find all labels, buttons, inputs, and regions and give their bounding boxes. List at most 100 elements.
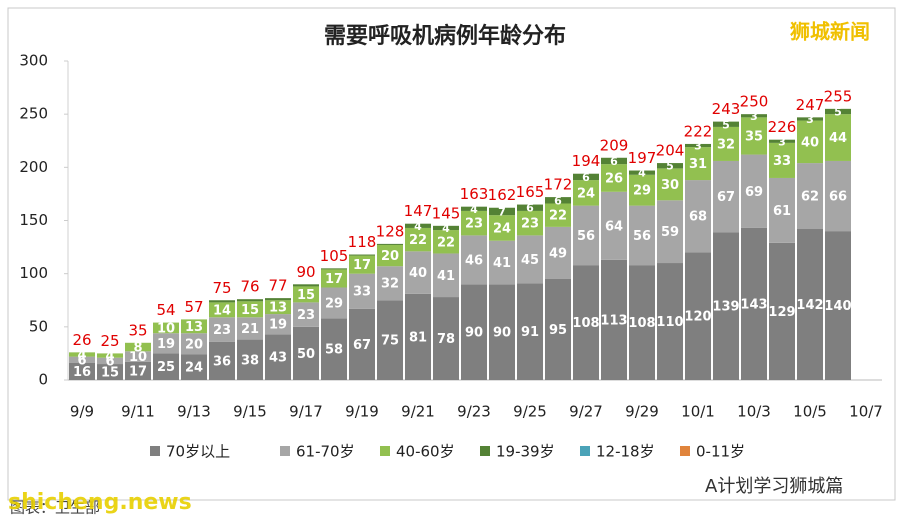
segment-label: 4 <box>105 349 114 364</box>
segment-label: 33 <box>773 154 791 169</box>
segment-label: 129 <box>768 305 795 320</box>
legend-label: 19-39岁 <box>496 443 555 461</box>
total-label: 26 <box>72 331 91 349</box>
segment-label: 46 <box>465 253 483 268</box>
segment-label: 113 <box>600 313 627 328</box>
total-label: 75 <box>212 279 231 297</box>
bar-segment <box>601 259 627 380</box>
bar-segment <box>349 273 375 309</box>
total-label: 147 <box>404 202 433 220</box>
segment-label: 32 <box>381 277 399 292</box>
segment-label: 23 <box>297 308 315 323</box>
segment-label: 108 <box>628 316 655 331</box>
total-label: 118 <box>348 233 377 251</box>
segment-label: 29 <box>325 296 343 311</box>
bar-segment <box>825 231 851 380</box>
bar-segment <box>321 269 347 288</box>
segment-label: 15 <box>297 288 315 303</box>
segment-label: 81 <box>409 330 427 345</box>
y-tick-label: 250 <box>19 105 48 123</box>
bar-segment <box>153 353 179 380</box>
segment-label: 22 <box>549 209 567 224</box>
segment-label: 17 <box>129 364 147 379</box>
segment-label: 59 <box>661 225 679 240</box>
segment-label: 75 <box>381 334 399 349</box>
x-tick-label: 10/3 <box>737 403 771 421</box>
x-tick-label: 9/11 <box>121 403 155 421</box>
segment-label: 24 <box>577 186 595 201</box>
bar-segment <box>545 278 571 380</box>
bar-segment <box>377 244 403 267</box>
segment-label: 17 <box>353 258 371 273</box>
segment-label: 78 <box>437 332 455 347</box>
segment-label: 5 <box>666 160 674 173</box>
segment-label: 50 <box>297 347 315 362</box>
total-label: 209 <box>600 136 629 154</box>
segment-label: 33 <box>353 285 371 300</box>
bar-segment <box>433 297 459 380</box>
segment-label: 4 <box>414 220 422 233</box>
segment-label: 24 <box>493 221 511 236</box>
segment-label: 6 <box>77 353 86 368</box>
x-tick-label: 10/5 <box>793 403 827 421</box>
total-label: 204 <box>656 142 685 160</box>
segment-label: 17 <box>325 272 343 287</box>
bar-segment <box>377 266 403 301</box>
bar-segment <box>769 177 795 243</box>
total-label: 163 <box>460 185 489 203</box>
bar-segment <box>433 230 459 254</box>
x-tick-label: 9/23 <box>457 403 491 421</box>
bar-segment <box>797 163 823 230</box>
bar-segment <box>825 108 851 115</box>
bar-segment <box>545 203 571 227</box>
y-tick-label: 50 <box>29 317 48 335</box>
bar-segment <box>825 114 851 161</box>
segment-label: 19 <box>157 337 175 352</box>
bar-segment <box>769 142 795 178</box>
total-label: 76 <box>240 278 259 296</box>
bar-segment <box>181 333 207 355</box>
segment-label: 40 <box>409 266 427 281</box>
segment-label: 6 <box>582 171 590 184</box>
bar-segment <box>461 210 487 236</box>
segment-label: 61 <box>773 204 791 219</box>
chart-title: 需要呼吸机病例年龄分布 <box>324 23 566 49</box>
segment-label: 30 <box>661 178 679 193</box>
bar-segment <box>69 356 95 363</box>
segment-label: 4 <box>638 167 646 180</box>
legend-swatch <box>680 446 690 456</box>
watermark-account: A计划学习狮城篇 <box>705 476 843 497</box>
segment-label: 20 <box>381 249 399 264</box>
total-label: 25 <box>100 332 119 350</box>
bar-segment <box>377 243 403 245</box>
legend-label: 70岁以上 <box>166 443 230 461</box>
bar-segment <box>713 121 739 127</box>
bar-segment <box>769 242 795 380</box>
legend-label: 0-11岁 <box>696 443 745 461</box>
bar-segment <box>237 301 263 318</box>
total-label: 250 <box>740 93 769 111</box>
y-tick-label: 300 <box>19 52 48 70</box>
segment-label: 43 <box>269 351 287 366</box>
bar-segment <box>629 205 655 266</box>
bar-segment <box>153 322 179 334</box>
segment-label: 49 <box>549 246 567 261</box>
segment-label: 6 <box>526 202 534 215</box>
segment-label: 110 <box>656 315 683 330</box>
bar-segment <box>573 205 599 266</box>
total-label: 243 <box>712 100 741 118</box>
bar-segment <box>685 180 711 253</box>
bar-segment <box>97 364 123 380</box>
bar-segment <box>181 354 207 380</box>
bar-segment <box>265 314 291 335</box>
y-tick-label: 100 <box>19 264 48 282</box>
bar-segment <box>293 302 319 327</box>
total-label: 194 <box>572 152 601 170</box>
segment-label: 26 <box>605 171 623 186</box>
bar-segment <box>405 293 431 380</box>
x-tick-label: 9/27 <box>569 403 603 421</box>
segment-label: 120 <box>684 310 711 325</box>
bar-segment <box>377 300 403 380</box>
total-label: 77 <box>268 277 287 295</box>
segment-label: 6 <box>554 194 562 207</box>
